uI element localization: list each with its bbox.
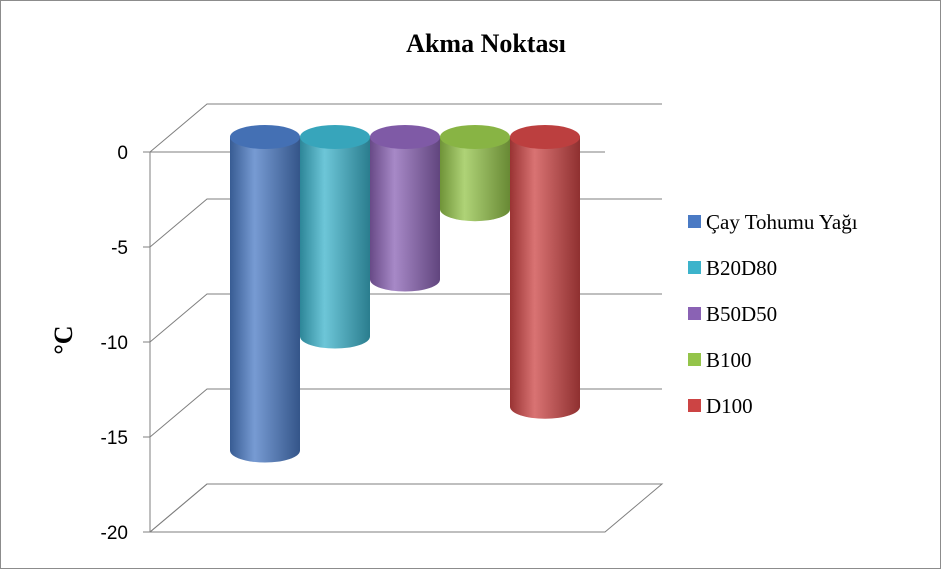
- legend-swatch: [688, 307, 701, 320]
- bars: [230, 125, 580, 463]
- y-axis-label: °C: [49, 325, 78, 354]
- bar-body: [440, 137, 510, 222]
- chart-title: Akma Noktası: [406, 29, 566, 58]
- bar--ay-tohumu-ya-: [230, 125, 300, 463]
- bar-top: [440, 125, 510, 149]
- bar-top: [230, 125, 300, 149]
- bar-body: [300, 137, 370, 349]
- legend-swatch: [688, 399, 701, 412]
- legend-label: B100: [706, 348, 752, 372]
- legend-label: Çay Tohumu Yağı: [706, 210, 858, 234]
- bar-body: [510, 137, 580, 419]
- legend-swatch: [688, 215, 701, 228]
- bar-b50d50: [370, 125, 440, 292]
- y-tick-label: -20: [101, 523, 128, 544]
- y-tick-label: -15: [101, 428, 128, 449]
- floor-plane: [148, 483, 664, 533]
- bar-top: [510, 125, 580, 149]
- bar-top: [370, 125, 440, 149]
- bar-b100: [440, 125, 510, 222]
- bar-top: [300, 125, 370, 149]
- bar-body: [370, 137, 440, 292]
- legend-label: B50D50: [706, 302, 777, 326]
- legend-label: D100: [706, 394, 753, 418]
- y-tick-labels: 0 -5 -10 -15 -20: [101, 143, 128, 544]
- y-tick-label: 0: [117, 143, 128, 164]
- bar-body: [230, 137, 300, 463]
- bar-d100: [510, 125, 580, 419]
- y-tick-label: -10: [101, 333, 128, 354]
- legend-label: B20D80: [706, 256, 777, 280]
- y-tick-label: -5: [111, 238, 128, 259]
- gridline: [149, 388, 662, 438]
- gridline: [149, 483, 662, 533]
- legend-swatch: [688, 353, 701, 366]
- legend: Çay Tohumu Yağı B20D80 B50D50 B100 D100: [688, 210, 858, 418]
- legend-swatch: [688, 261, 701, 274]
- gridline: [149, 293, 662, 343]
- gridline: [149, 103, 662, 153]
- bar-b20d80: [300, 125, 370, 349]
